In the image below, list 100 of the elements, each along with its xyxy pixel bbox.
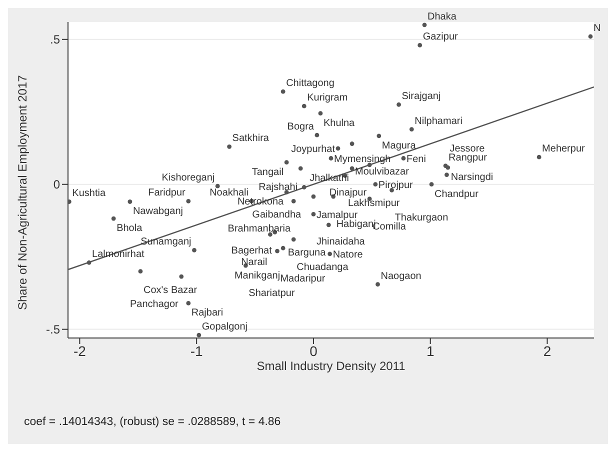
annotation: Dhaka — [428, 11, 457, 22]
annotation: Jhinaidaha — [316, 236, 366, 248]
annotation: Gaibandha — [252, 210, 302, 221]
annotation: Pirojpur — [378, 180, 414, 191]
y-axis-title: Share of Non-Agricultural Employment 2017 — [15, 74, 30, 310]
annotation: Chandpur — [434, 188, 480, 200]
y-tick-label: 0 — [53, 178, 60, 192]
y-tick-label: -.5 — [46, 322, 60, 337]
annotation: Bhola — [116, 223, 143, 234]
annotation: Magura — [382, 140, 416, 152]
point — [376, 282, 380, 287]
point — [444, 172, 449, 177]
point — [111, 216, 116, 221]
point — [401, 156, 406, 160]
annotation: Kushtia — [72, 188, 106, 200]
annotation: Gazipur — [422, 32, 459, 43]
point — [314, 132, 320, 138]
annotation: Kishoreganj — [162, 172, 215, 184]
annotation: Rajshahi — [258, 182, 298, 193]
point — [179, 274, 184, 279]
point — [186, 301, 191, 306]
annotation: Nilphamari — [414, 116, 462, 127]
point — [328, 252, 332, 256]
annotation: Kurigram — [307, 92, 348, 104]
annotation: Lakhsmipur — [348, 198, 400, 210]
annotation: Sirajganj — [402, 91, 441, 102]
x-tick-label: -1 — [190, 342, 204, 359]
point — [328, 156, 334, 160]
point — [227, 144, 232, 149]
point — [350, 166, 354, 171]
annotation: Barguna — [288, 247, 326, 258]
annotation: Natore — [332, 249, 364, 260]
point — [275, 248, 280, 254]
point — [376, 134, 382, 138]
annotation: Manikganj — [234, 270, 280, 282]
annotation: Chuadanga — [296, 262, 349, 273]
annotation: Satkhira — [232, 133, 270, 144]
x-axis-title: Small Industry Density 2011 — [256, 359, 406, 373]
point — [280, 89, 286, 94]
annotation: Joypurhat — [291, 144, 336, 155]
annotation: Chittagong — [286, 78, 334, 90]
point — [311, 194, 316, 199]
annotation: Bagerhat — [231, 246, 272, 257]
annotation: Rangpur — [448, 152, 488, 164]
annotation: Noakhali — [210, 188, 249, 199]
annotation: N — [593, 22, 601, 34]
annotation: Khulna — [323, 118, 356, 129]
x-tick-label: 0 — [310, 342, 318, 359]
point — [396, 102, 401, 107]
point — [196, 332, 202, 338]
annotation: Nawabganj — [132, 206, 183, 218]
annotation: Jamalpur — [316, 210, 358, 222]
point — [418, 42, 422, 48]
annotation: Gopalgonj — [202, 322, 248, 333]
x-tick-label: 1 — [426, 342, 434, 359]
annotation: Narsingdi — [450, 172, 494, 184]
annotation: Narail — [241, 257, 268, 268]
annotation: Faridpur — [148, 188, 186, 199]
annotation: Tangail — [252, 166, 284, 178]
point — [291, 237, 296, 242]
point — [192, 248, 196, 252]
point — [311, 212, 316, 216]
point — [291, 198, 296, 204]
point — [373, 182, 378, 187]
point — [186, 198, 191, 204]
point — [326, 222, 331, 228]
point — [446, 165, 450, 170]
point — [128, 200, 132, 204]
point — [536, 154, 542, 160]
annotation: Dinajpur — [329, 187, 368, 198]
annotation: Shariatpur — [248, 288, 296, 300]
point — [215, 184, 220, 188]
point — [302, 104, 306, 108]
annotation: Panchagor — [130, 299, 180, 310]
y-tick-label: .5 — [50, 32, 60, 47]
annotation: Rajbari — [191, 308, 224, 319]
point — [429, 182, 434, 187]
annotation: Meherpur — [542, 144, 586, 155]
point — [138, 269, 143, 274]
point — [280, 246, 286, 250]
point — [68, 200, 72, 204]
annotation: Moulvibazar — [355, 166, 410, 178]
point — [409, 127, 414, 132]
annotation: Feni — [406, 154, 426, 165]
annotation: Cox's Bazar — [143, 284, 198, 296]
point — [350, 142, 354, 146]
point — [318, 111, 323, 116]
point — [336, 146, 340, 151]
point — [268, 232, 272, 237]
text: coef = .14014343, (robust) se = .0288589, t = 4.86 — [24, 416, 281, 428]
x-tick-label: 2 — [543, 342, 552, 359]
point — [588, 34, 593, 39]
x-tick-label: -2 — [73, 342, 86, 359]
annotation: Jessore — [450, 143, 486, 154]
point — [284, 160, 289, 165]
point — [298, 166, 303, 171]
annotation: Bogra — [287, 122, 314, 133]
annotation: Madaripur — [280, 274, 326, 285]
annotation: Brahmanbaria — [228, 224, 292, 235]
annotation: Naogaon — [380, 270, 422, 282]
